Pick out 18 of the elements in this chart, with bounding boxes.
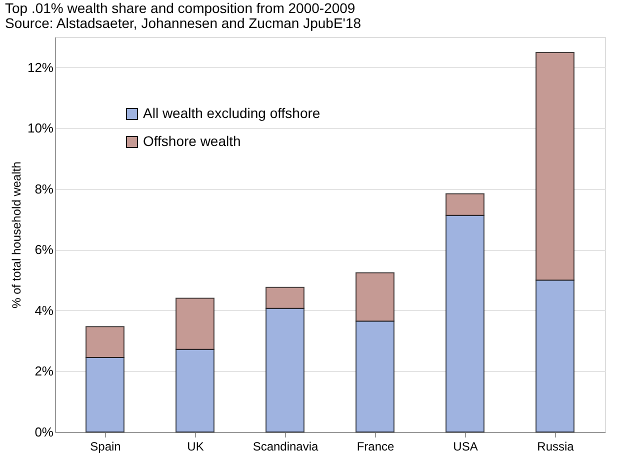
x-tick-label: France: [356, 440, 394, 454]
y-tick-label: 4%: [34, 302, 54, 318]
y-tick-label: 12%: [27, 60, 54, 75]
x-tick-label: USA: [453, 440, 478, 454]
chart-subtitle: Source: Alstadsaeter, Johannesen and Zucman JpubE'18: [5, 15, 362, 31]
y-axis-title: % of total household wealth: [9, 162, 24, 308]
chart-title: Top .01% wealth share and composition from 2000-2009: [5, 0, 356, 16]
y-tick-label: 0%: [34, 424, 54, 440]
y-tick-label: 10%: [27, 120, 54, 136]
legend-label: All wealth excluding offshore: [143, 105, 320, 121]
x-tick-label: Spain: [90, 440, 121, 454]
y-tick-label: 2%: [34, 364, 54, 379]
x-tick-label: UK: [187, 440, 204, 454]
y-tick-label: 8%: [34, 181, 54, 196]
x-tick-label: Russia: [537, 440, 574, 454]
legend-label: Offshore wealth: [143, 133, 241, 149]
y-tick-label: 6%: [34, 242, 54, 258]
x-tick-label: Scandinavia: [252, 440, 319, 454]
